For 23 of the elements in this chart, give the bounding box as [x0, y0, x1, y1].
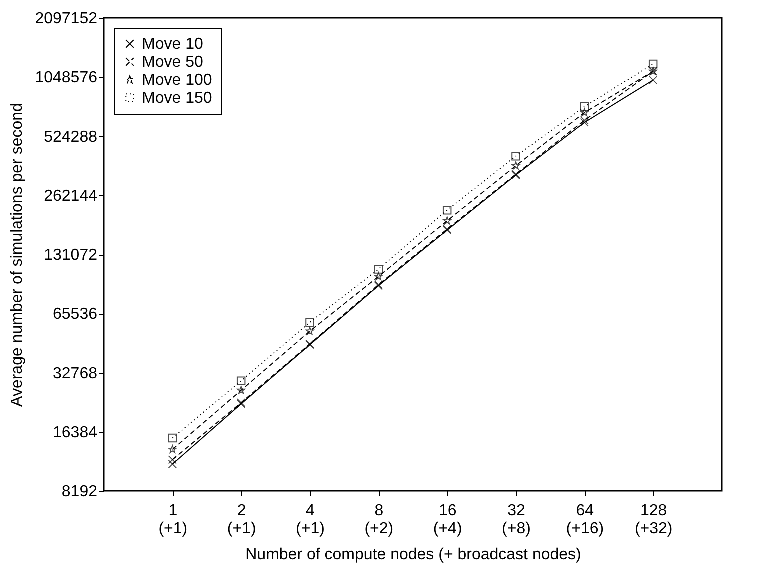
y-tick-label: 262144	[44, 188, 98, 205]
x-tick-label: 8 (+2)	[364, 502, 394, 538]
x-tick-label: 16 (+4)	[433, 502, 462, 538]
y-tick-label: 131072	[44, 247, 98, 264]
x-tick-label: 64 (+16)	[566, 502, 604, 538]
x-tick-label: 1 (+1)	[158, 502, 188, 538]
x-tick-label: 4 (+1)	[296, 502, 325, 538]
x-tick-label: 2 (+1)	[227, 502, 256, 538]
y-tick-label: 2097152	[35, 10, 98, 28]
legend-label: Move 100	[142, 72, 212, 89]
y-tick-label: 65536	[53, 306, 98, 324]
y-tick-label: 16384	[53, 424, 98, 442]
y-axis-title: Average number of simulations per second	[9, 103, 26, 407]
legend-label: Move 50	[142, 54, 204, 71]
x-tick-label: 32 (+8)	[502, 502, 531, 538]
y-tick-label: 1048576	[35, 70, 98, 87]
y-tick-label: 524288	[44, 128, 98, 146]
legend-label: Move 10	[142, 36, 204, 53]
y-tick-label: 32768	[53, 365, 98, 382]
x-axis-title: Number of compute nodes (+ broadcast nodes)	[246, 546, 582, 564]
x-tick-label: 128 (+32)	[634, 502, 673, 538]
y-tick-label: 8192	[62, 484, 98, 500]
legend-label: Move 150	[142, 90, 212, 107]
